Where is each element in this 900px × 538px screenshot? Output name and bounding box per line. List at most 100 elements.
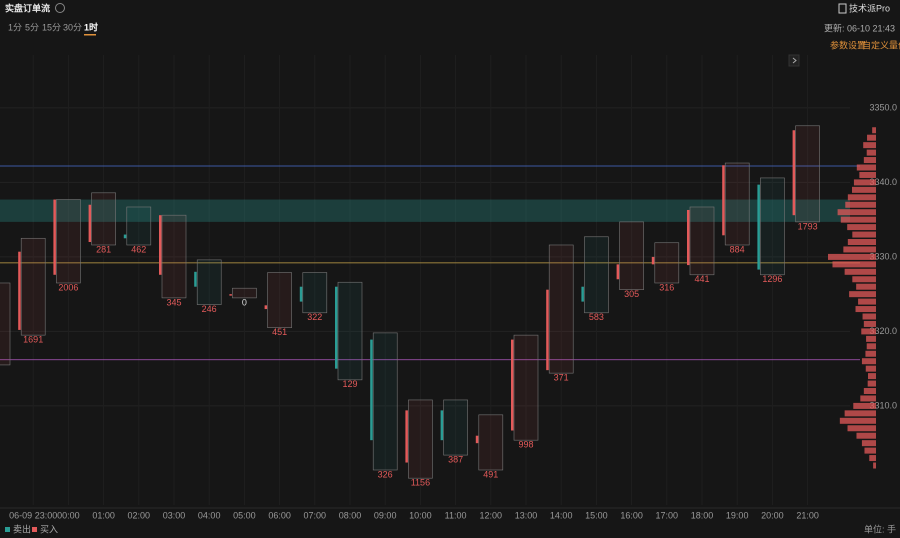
profile-bar: [865, 350, 876, 357]
profile-bar: [853, 402, 876, 409]
candle-body: [440, 410, 444, 441]
x-tick-label: 02:00: [128, 510, 151, 520]
profile-bar: [873, 462, 876, 469]
x-tick-label: 16:00: [620, 510, 643, 520]
footprint-box: [0, 282, 11, 366]
x-tick-label: 17:00: [656, 510, 679, 520]
candle-body: [53, 199, 56, 275]
candle-body: [123, 234, 127, 239]
y-tick-label: 3340.0: [869, 177, 897, 187]
footprint-box: [267, 272, 292, 328]
footprint-box: [548, 244, 574, 374]
candle-body: [194, 271, 197, 287]
x-tick-label: 03:00: [163, 510, 186, 520]
profile-bar: [845, 201, 876, 208]
footprint-box: [126, 206, 152, 246]
tab[interactable]: 5分: [25, 22, 39, 32]
profile-bar: [849, 291, 876, 298]
candle-body: [88, 204, 92, 243]
x-tick-label: 07:00: [304, 510, 327, 520]
delta-label: 316: [659, 282, 674, 292]
legend-label: 买入: [40, 524, 58, 534]
footprint-box: [724, 162, 750, 246]
tab[interactable]: 1分: [8, 22, 22, 32]
profile-bar: [867, 380, 876, 387]
profile-bar: [865, 365, 876, 372]
profile-bar: [843, 246, 876, 253]
delta-label: 345: [166, 297, 181, 307]
x-tick-label: 15:00: [585, 510, 608, 520]
footprint-box: [443, 399, 468, 456]
x-tick-label: 19:00: [726, 510, 749, 520]
delta-label: 2006: [58, 282, 78, 292]
profile-bar: [864, 447, 876, 454]
footprint-box: [760, 177, 785, 276]
candle-body: [405, 410, 408, 463]
x-tick-label: 08:00: [339, 510, 362, 520]
candle-body: [616, 264, 620, 280]
candle-body: [299, 286, 303, 302]
y-tick-label: 3320.0: [869, 326, 897, 336]
footprint-box: [161, 214, 187, 299]
profile-bar: [872, 127, 876, 134]
footprint-box: [408, 399, 433, 479]
profile-bar: [828, 253, 876, 260]
profile-bar: [863, 142, 876, 149]
settings-link[interactable]: 参数设置: [830, 39, 866, 50]
candle-body: [370, 339, 373, 441]
footprint-box: [196, 259, 222, 305]
footprint-box: [91, 192, 116, 246]
y-tick-label: 3310.0: [869, 400, 897, 410]
profile-bar: [844, 410, 876, 417]
profile-bar: [863, 320, 876, 327]
profile-bar: [847, 194, 876, 201]
candle-body: [335, 286, 338, 369]
delta-label: 583: [589, 312, 604, 322]
delta-label: 305: [624, 289, 639, 299]
delta-label: 322: [307, 312, 322, 322]
x-tick-label: 09:00: [374, 510, 397, 520]
delta-label: 281: [96, 244, 111, 254]
help-icon[interactable]: [55, 3, 65, 13]
y-tick-label: 3330.0: [869, 251, 897, 261]
footprint-box: [56, 199, 81, 284]
delta-label: 884: [730, 244, 745, 254]
candle-body: [581, 286, 584, 302]
delta-label: 326: [378, 469, 393, 479]
scroll-button[interactable]: [788, 54, 800, 67]
tab[interactable]: 1时: [84, 21, 98, 32]
footprint-box: [232, 287, 257, 299]
custom-link[interactable]: 自定义量价: [862, 39, 900, 50]
profile-bar: [861, 358, 876, 365]
legend-swatch: [5, 527, 10, 532]
profile-bar: [837, 209, 876, 216]
delta-label: 491: [483, 469, 498, 479]
delta-label: 451: [272, 327, 287, 337]
x-tick-label: 00:00: [57, 510, 80, 520]
profile-bar: [847, 224, 876, 231]
candle-body: [546, 289, 549, 371]
delta-label: 246: [202, 304, 217, 314]
pro-button[interactable]: 技术派Pro: [849, 2, 890, 13]
candle-body: [687, 209, 690, 266]
profile-bar: [867, 134, 876, 141]
candle-body: [651, 256, 655, 265]
tab[interactable]: 30分: [63, 22, 82, 32]
tab[interactable]: 15分: [42, 22, 61, 32]
delta-label: 1691: [23, 335, 43, 345]
profile-bar: [852, 276, 876, 283]
delta-label: 998: [518, 440, 533, 450]
profile-bar: [860, 395, 876, 402]
x-tick-label: 05:00: [233, 510, 256, 520]
pro-icon[interactable]: [838, 3, 847, 14]
y-tick-label: 3350.0: [869, 102, 897, 112]
candle-body: [159, 215, 162, 275]
profile-bar: [866, 335, 876, 342]
x-tick-label: 14:00: [550, 510, 573, 520]
profile-bar: [869, 455, 876, 462]
profile-bar: [861, 328, 876, 335]
profile-bar: [855, 306, 876, 313]
footprint-box: [619, 221, 644, 290]
delta-label: 1296: [762, 274, 782, 284]
